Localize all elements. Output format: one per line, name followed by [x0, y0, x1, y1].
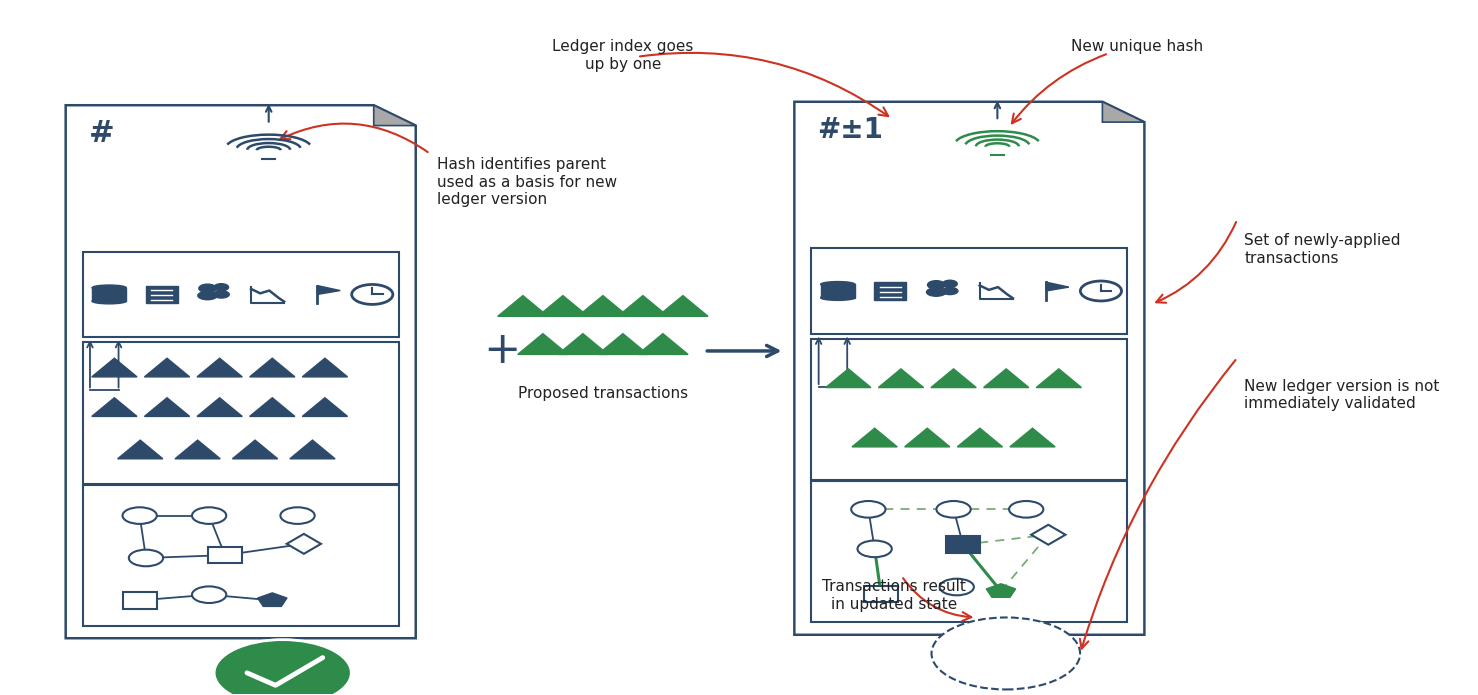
- Bar: [946, 537, 980, 553]
- Circle shape: [857, 541, 891, 557]
- Circle shape: [937, 501, 971, 518]
- Circle shape: [943, 280, 958, 287]
- Polygon shape: [578, 295, 628, 316]
- Polygon shape: [232, 440, 278, 459]
- Ellipse shape: [198, 291, 217, 300]
- Polygon shape: [374, 105, 415, 126]
- Bar: [123, 592, 157, 609]
- Bar: [811, 339, 1128, 480]
- Polygon shape: [318, 286, 340, 295]
- Circle shape: [192, 587, 226, 603]
- Circle shape: [123, 507, 157, 524]
- Polygon shape: [145, 358, 189, 377]
- Polygon shape: [517, 334, 568, 354]
- Bar: [811, 248, 1128, 334]
- Ellipse shape: [213, 291, 229, 298]
- Polygon shape: [557, 334, 607, 354]
- Text: Transactions result
in updated state: Transactions result in updated state: [822, 580, 967, 612]
- Polygon shape: [1046, 282, 1069, 291]
- Polygon shape: [958, 428, 1002, 447]
- Circle shape: [931, 617, 1080, 689]
- Bar: [83, 252, 399, 337]
- Circle shape: [851, 501, 885, 518]
- Polygon shape: [303, 358, 347, 377]
- Text: #±1: #±1: [817, 115, 882, 144]
- Circle shape: [1080, 281, 1122, 301]
- Polygon shape: [538, 295, 588, 316]
- Polygon shape: [878, 369, 924, 388]
- Polygon shape: [250, 398, 296, 416]
- Polygon shape: [794, 101, 1144, 635]
- Polygon shape: [65, 105, 415, 638]
- Text: Set of newly-applied
transactions: Set of newly-applied transactions: [1244, 234, 1401, 265]
- Ellipse shape: [941, 287, 958, 295]
- Polygon shape: [597, 334, 647, 354]
- Ellipse shape: [927, 288, 946, 296]
- Polygon shape: [905, 428, 950, 447]
- Circle shape: [928, 281, 944, 289]
- Polygon shape: [92, 358, 137, 377]
- Circle shape: [192, 507, 226, 524]
- Ellipse shape: [92, 285, 126, 291]
- Polygon shape: [851, 428, 897, 447]
- Polygon shape: [637, 334, 689, 354]
- Polygon shape: [197, 398, 242, 416]
- Polygon shape: [1032, 525, 1066, 545]
- Polygon shape: [287, 534, 321, 554]
- Text: New ledger version is not
immediately validated: New ledger version is not immediately va…: [1244, 379, 1440, 411]
- Circle shape: [940, 579, 974, 596]
- Bar: [146, 286, 177, 303]
- Polygon shape: [197, 358, 242, 377]
- Polygon shape: [1036, 369, 1082, 388]
- Polygon shape: [92, 398, 137, 416]
- Ellipse shape: [820, 281, 854, 287]
- Circle shape: [214, 639, 352, 695]
- Polygon shape: [257, 593, 287, 607]
- Polygon shape: [145, 398, 189, 416]
- Circle shape: [1009, 501, 1043, 518]
- Polygon shape: [983, 369, 1029, 388]
- Polygon shape: [290, 440, 336, 459]
- Bar: [83, 343, 399, 484]
- Text: +: +: [483, 329, 520, 373]
- Polygon shape: [1103, 101, 1144, 122]
- Text: #: #: [89, 119, 114, 148]
- Circle shape: [352, 284, 393, 304]
- Ellipse shape: [820, 295, 854, 300]
- Text: Hash identifies parent
used as a basis for new
ledger version: Hash identifies parent used as a basis f…: [437, 157, 618, 207]
- Polygon shape: [1009, 428, 1055, 447]
- Polygon shape: [618, 295, 668, 316]
- Bar: [208, 547, 242, 564]
- Text: New unique hash: New unique hash: [1072, 40, 1203, 54]
- Bar: [83, 484, 399, 626]
- Ellipse shape: [92, 298, 126, 304]
- Polygon shape: [931, 369, 975, 388]
- Circle shape: [281, 507, 315, 524]
- Polygon shape: [118, 440, 163, 459]
- Polygon shape: [658, 295, 708, 316]
- Circle shape: [129, 550, 163, 566]
- Bar: [875, 282, 906, 300]
- Circle shape: [200, 284, 216, 293]
- Polygon shape: [826, 369, 871, 388]
- Polygon shape: [250, 358, 296, 377]
- Polygon shape: [174, 440, 220, 459]
- Bar: [820, 284, 854, 297]
- Bar: [92, 288, 126, 301]
- Circle shape: [214, 284, 229, 291]
- Polygon shape: [986, 584, 1015, 597]
- Bar: [811, 481, 1128, 622]
- Text: Ledger index goes
up by one: Ledger index goes up by one: [553, 40, 693, 72]
- Polygon shape: [303, 398, 347, 416]
- Text: Proposed transactions: Proposed transactions: [517, 386, 687, 400]
- Bar: [863, 586, 899, 603]
- Polygon shape: [498, 295, 548, 316]
